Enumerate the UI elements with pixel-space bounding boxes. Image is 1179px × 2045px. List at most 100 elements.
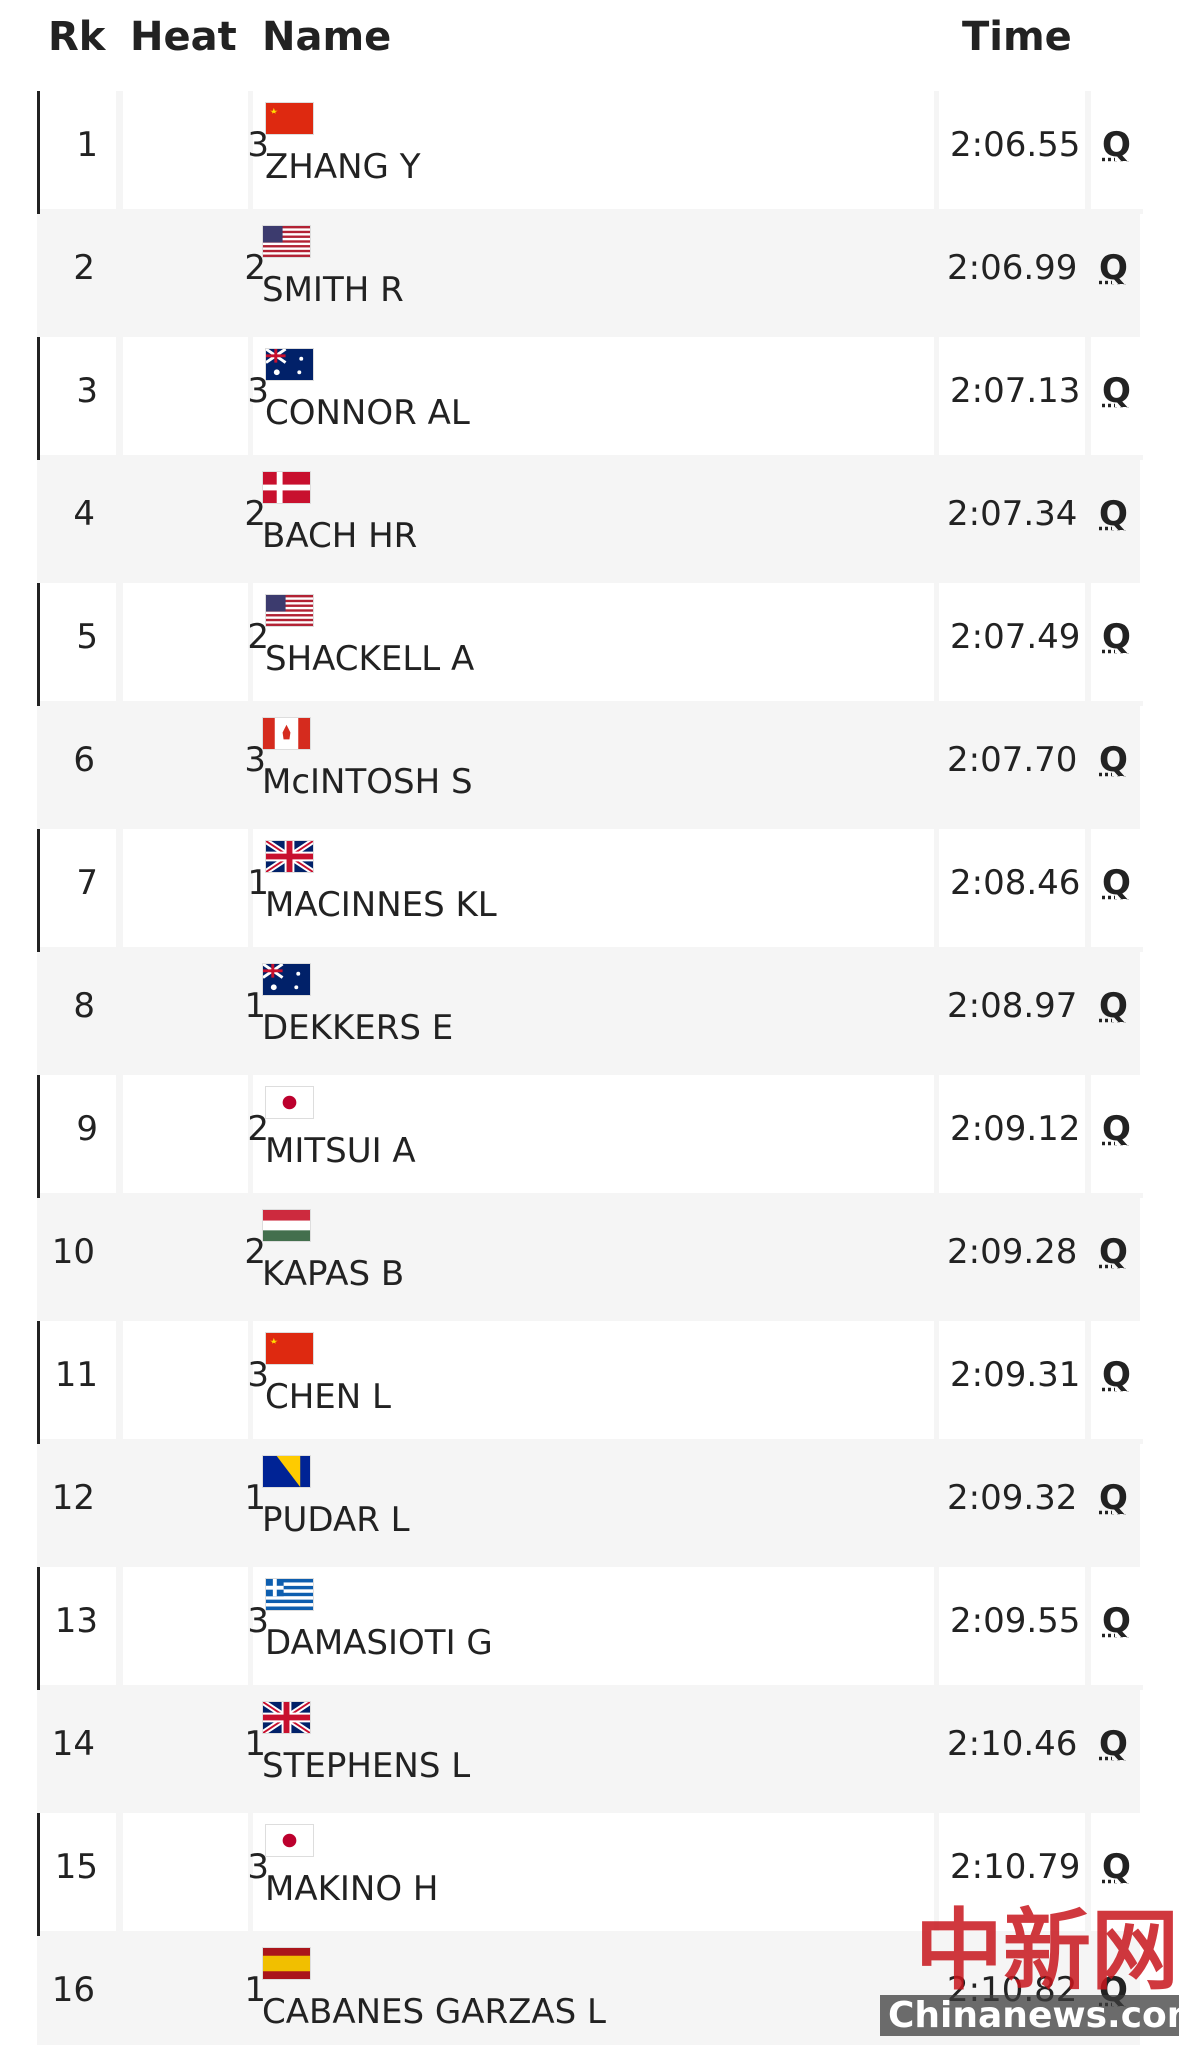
result-row: 1 3 ZHANG Y 2:06.55 Q bbox=[37, 91, 1143, 214]
qualifier: Q bbox=[1099, 494, 1128, 534]
flag-icon bbox=[265, 1086, 314, 1119]
athlete-name: PUDAR L bbox=[262, 1500, 410, 1540]
qualifier: Q bbox=[1099, 986, 1128, 1026]
athlete-name: CONNOR AL bbox=[265, 393, 470, 433]
cell bbox=[120, 1936, 245, 2045]
heat: 3 bbox=[247, 1355, 269, 1395]
cell bbox=[939, 583, 1085, 701]
athlete-name: CABANES GARZAS L bbox=[262, 1992, 607, 2032]
cell bbox=[120, 460, 245, 578]
heat: 2 bbox=[244, 494, 266, 534]
flag-icon bbox=[265, 347, 314, 381]
time: 2:07.70 bbox=[947, 740, 1078, 780]
time: 2:09.55 bbox=[950, 1601, 1081, 1641]
result-row: 12 1 PUDAR L 2:09.32 Q bbox=[37, 1444, 1140, 1567]
flag-icon bbox=[265, 102, 314, 135]
time: 2:09.12 bbox=[950, 1109, 1081, 1149]
time: 2:09.28 bbox=[947, 1232, 1078, 1272]
heat: 1 bbox=[244, 986, 266, 1026]
result-row: 8 1 DEKKERS E 2:08.97 Q bbox=[37, 952, 1140, 1075]
cell bbox=[939, 1567, 1085, 1685]
heat: 1 bbox=[247, 863, 269, 903]
rank: 8 bbox=[73, 986, 95, 1026]
qualifier: Q bbox=[1102, 1601, 1131, 1641]
result-row: 9 2 MITSUI A 2:09.12 Q bbox=[37, 1075, 1143, 1198]
athlete-name: DEKKERS E bbox=[262, 1008, 454, 1048]
heat: 3 bbox=[247, 1601, 269, 1641]
cell bbox=[40, 1075, 116, 1193]
cell bbox=[1091, 583, 1143, 701]
qualifier: Q bbox=[1102, 371, 1131, 411]
heat: 2 bbox=[247, 617, 269, 657]
rank: 13 bbox=[54, 1601, 98, 1641]
flag-icon bbox=[265, 1824, 314, 1857]
qualifier: Q bbox=[1102, 617, 1131, 657]
cell bbox=[40, 91, 116, 209]
athlete-name: MITSUI A bbox=[265, 1131, 416, 1171]
qualifier: Q bbox=[1099, 1724, 1128, 1764]
cell bbox=[123, 1075, 248, 1193]
rank: 6 bbox=[73, 740, 95, 780]
athlete-name: SHACKELL A bbox=[265, 639, 475, 679]
qualifier: Q bbox=[1102, 125, 1131, 165]
header-time: Time bbox=[962, 14, 1072, 60]
qualifier: Q bbox=[1099, 740, 1128, 780]
athlete-name: McINTOSH S bbox=[262, 762, 473, 802]
cell bbox=[253, 1321, 934, 1439]
athlete-name: KAPAS B bbox=[262, 1254, 405, 1294]
cell bbox=[253, 1813, 934, 1931]
time: 2:09.32 bbox=[947, 1478, 1078, 1518]
time: 2:10.46 bbox=[947, 1724, 1078, 1764]
cell bbox=[939, 337, 1085, 455]
cell bbox=[40, 1567, 116, 1685]
result-row: 3 3 CONNOR AL 2:07.13 Q bbox=[37, 337, 1143, 460]
flag-icon bbox=[261, 1699, 312, 1736]
cell bbox=[123, 337, 248, 455]
athlete-name: SMITH R bbox=[262, 270, 404, 310]
heat: 1 bbox=[244, 1478, 266, 1518]
header-rank: Rk bbox=[48, 14, 106, 60]
cell bbox=[1091, 1813, 1143, 1931]
rank: 11 bbox=[54, 1355, 98, 1395]
heat: 3 bbox=[247, 125, 269, 165]
flag-icon bbox=[265, 1332, 314, 1365]
athlete-name: ZHANG Y bbox=[265, 147, 421, 187]
heat: 1 bbox=[244, 1724, 266, 1764]
watermark-logo: 中新网 bbox=[915, 1898, 1179, 2002]
cell bbox=[253, 337, 934, 455]
qualifier: Q bbox=[1102, 1355, 1131, 1395]
cell bbox=[939, 1813, 1085, 1931]
flag-icon bbox=[262, 717, 311, 750]
time: 2:10.79 bbox=[950, 1847, 1081, 1887]
flag-icon bbox=[262, 1455, 311, 1488]
athlete-name: BACH HR bbox=[262, 516, 418, 556]
flag-icon bbox=[265, 1578, 314, 1611]
header-heat: Heat bbox=[130, 14, 237, 60]
time: 2:06.99 bbox=[947, 248, 1078, 288]
qualifier: Q bbox=[1099, 1478, 1128, 1518]
time: 2:06.55 bbox=[950, 125, 1081, 165]
cell bbox=[939, 91, 1085, 209]
rank: 9 bbox=[76, 1109, 98, 1149]
cell bbox=[123, 1567, 248, 1685]
rank: 10 bbox=[51, 1232, 95, 1272]
cell bbox=[123, 1321, 248, 1439]
result-row: 14 1 STEPHENS L 2:10.46 Q bbox=[37, 1690, 1140, 1813]
cell bbox=[1091, 1075, 1143, 1193]
cell bbox=[1091, 1567, 1143, 1685]
cell bbox=[253, 1075, 934, 1193]
qualifier: Q bbox=[1099, 248, 1128, 288]
athlete-name: MACINNES KL bbox=[265, 885, 497, 925]
cell bbox=[120, 1690, 245, 1808]
cell bbox=[40, 337, 116, 455]
cell bbox=[253, 1567, 934, 1685]
flag-icon bbox=[262, 1209, 311, 1242]
heat: 3 bbox=[247, 1847, 269, 1887]
rank: 4 bbox=[73, 494, 95, 534]
athlete-name: MAKINO H bbox=[265, 1869, 439, 1909]
heat: 1 bbox=[244, 1970, 266, 2010]
flag-icon bbox=[262, 225, 311, 258]
qualifier: Q bbox=[1099, 1232, 1128, 1272]
cell bbox=[253, 829, 934, 947]
time: 2:07.49 bbox=[950, 617, 1081, 657]
